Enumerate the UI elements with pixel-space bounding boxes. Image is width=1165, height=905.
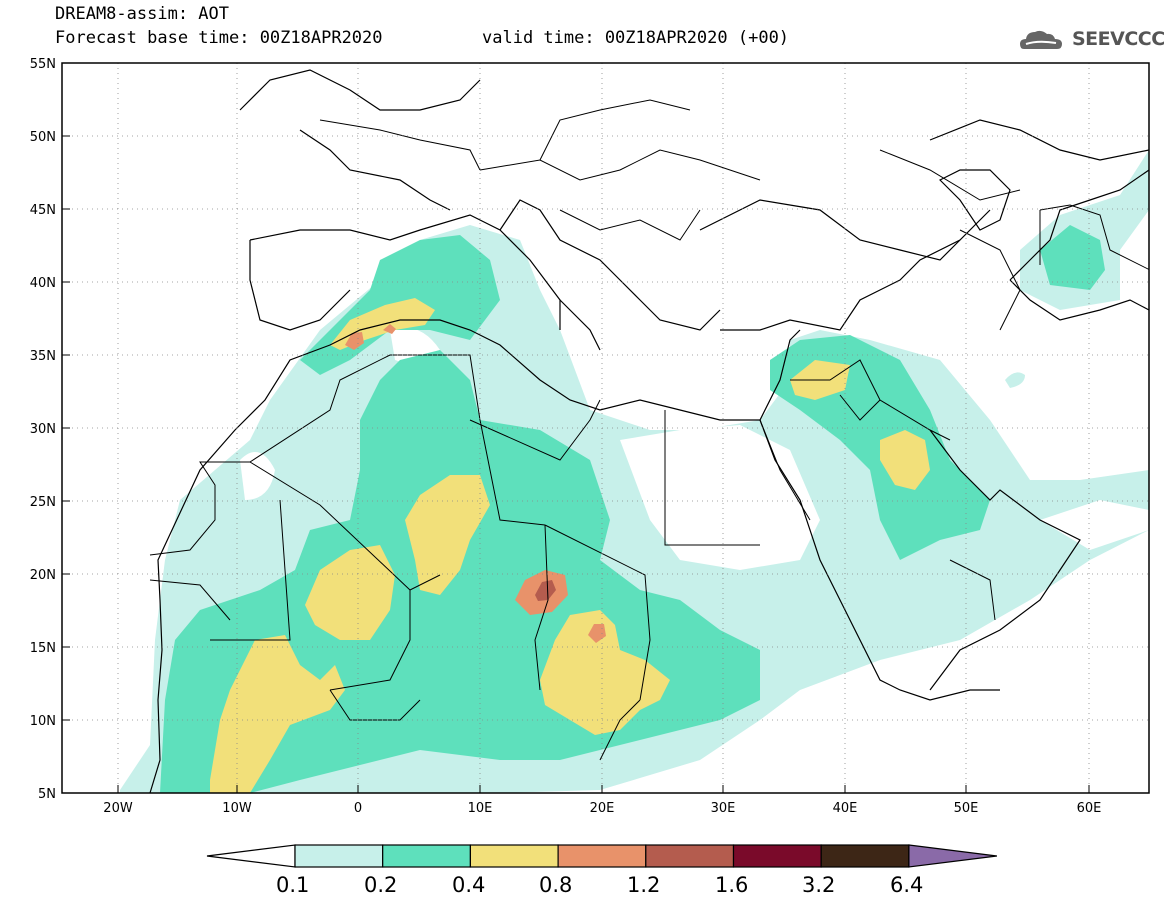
lat-label: 30N bbox=[30, 422, 56, 437]
lon-label: 0 bbox=[354, 801, 362, 816]
forecast-base-time: Forecast base time: 00Z18APR2020 bbox=[55, 28, 383, 48]
lon-label: 20E bbox=[590, 801, 615, 816]
colorbar-swatch bbox=[732, 844, 822, 868]
valid-time: valid time: 00Z18APR2020 (+00) bbox=[482, 28, 790, 48]
lon-label: 10W bbox=[222, 801, 252, 816]
colorbar-swatch bbox=[645, 844, 735, 868]
lat-label: 50N bbox=[30, 130, 56, 145]
lat-label: 35N bbox=[30, 349, 56, 364]
lon-label: 40E bbox=[833, 801, 858, 816]
borders bbox=[149, 99, 1149, 761]
colorbar-label: 1.6 bbox=[715, 873, 749, 897]
ticks bbox=[62, 62, 1090, 793]
lon-label: 50E bbox=[954, 801, 979, 816]
colorbar-label: 0.8 bbox=[539, 873, 573, 897]
colorbar-label: 3.2 bbox=[802, 873, 836, 897]
grid bbox=[62, 63, 1149, 793]
colorbar-low-arrow bbox=[206, 844, 296, 868]
longitude-labels: 20W 10W 0 10E 20E 30E 40E 50E 60E bbox=[103, 801, 1101, 816]
colorbar-label: 6.4 bbox=[890, 873, 924, 897]
lat-label: 55N bbox=[30, 57, 56, 72]
colorbar-label: 0.1 bbox=[276, 873, 310, 897]
lat-label: 20N bbox=[30, 568, 56, 583]
colorbar-label: 0.4 bbox=[452, 873, 486, 897]
lat-label: 10N bbox=[30, 714, 56, 729]
lat-label: 45N bbox=[30, 203, 56, 218]
cloud-logo-icon bbox=[1020, 30, 1062, 49]
coastlines bbox=[149, 69, 1149, 793]
lon-label: 20W bbox=[103, 801, 133, 816]
lon-label: 30E bbox=[711, 801, 736, 816]
latitude-labels: 55N 50N 45N 40N 35N 30N 25N 20N 15N 10N … bbox=[30, 57, 56, 802]
lat-label: 15N bbox=[30, 641, 56, 656]
colorbar-swatch bbox=[557, 844, 647, 868]
logo-text: SEEVCCC bbox=[1072, 28, 1165, 50]
lat-label: 40N bbox=[30, 276, 56, 291]
colorbar-label: 1.2 bbox=[627, 873, 661, 897]
lon-label: 60E bbox=[1077, 801, 1102, 816]
colorbar-swatch bbox=[294, 844, 384, 868]
colorbar bbox=[206, 844, 997, 868]
aot-shading bbox=[120, 150, 1149, 793]
lat-label: 25N bbox=[30, 495, 56, 510]
colorbar-high-arrow bbox=[908, 844, 997, 868]
colorbar-swatch bbox=[382, 844, 472, 868]
lon-label: 10E bbox=[468, 801, 493, 816]
colorbar-swatch bbox=[469, 844, 559, 868]
colorbar-swatch bbox=[820, 844, 910, 868]
colorbar-label: 0.2 bbox=[364, 873, 398, 897]
figure-title: DREAM8-assim: AOT bbox=[55, 4, 229, 24]
lat-label: 5N bbox=[38, 787, 56, 802]
